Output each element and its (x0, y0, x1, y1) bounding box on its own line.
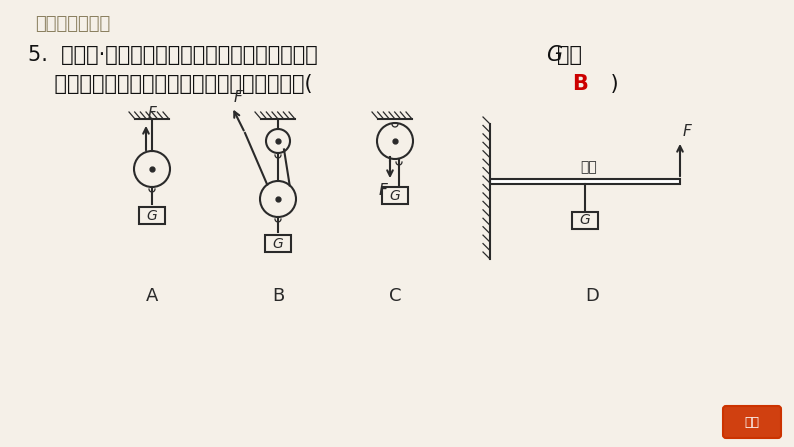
Text: C: C (389, 287, 401, 305)
Text: ): ) (584, 74, 619, 94)
Text: G: G (580, 214, 591, 228)
Text: ，不: ，不 (557, 45, 582, 65)
FancyBboxPatch shape (723, 406, 781, 438)
Text: 中点: 中点 (580, 160, 597, 174)
Text: F: F (683, 124, 692, 139)
Text: G: G (390, 189, 400, 202)
Text: G: G (546, 45, 562, 65)
Text: A: A (146, 287, 158, 305)
Text: 5.  【中考·广元】用如图所示的工具提升相同重物: 5. 【中考·广元】用如图所示的工具提升相同重物 (28, 45, 318, 65)
Bar (382, 187, 408, 204)
Bar (265, 235, 291, 252)
Text: F: F (378, 183, 387, 198)
Text: F: F (148, 106, 156, 121)
Text: D: D (585, 287, 599, 305)
Text: 返回: 返回 (745, 416, 760, 429)
Text: B: B (272, 287, 284, 305)
Text: 夯实基础逐点练: 夯实基础逐点练 (35, 15, 110, 33)
Bar (490, 179, 680, 184)
Text: B: B (572, 74, 588, 94)
Bar (572, 212, 598, 229)
Text: G: G (147, 208, 157, 223)
Text: F: F (234, 90, 243, 105)
Text: 计摩擦，不计绳、滑轮和杠杆重，最省力的是(: 计摩擦，不计绳、滑轮和杠杆重，最省力的是( (28, 74, 313, 94)
Bar (139, 207, 165, 224)
Text: G: G (272, 236, 283, 250)
